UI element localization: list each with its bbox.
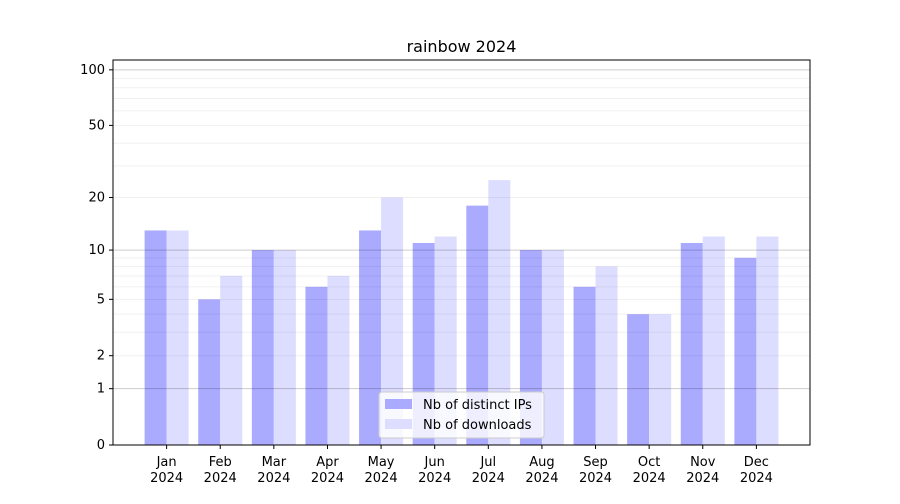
bar-ips: [573, 286, 596, 445]
legend-swatch: [385, 399, 412, 409]
x-tick-label: Dec 2024: [740, 455, 773, 486]
bar-downloads: [541, 250, 564, 445]
bar-ips: [359, 230, 382, 445]
legend-label: Nb of downloads: [423, 418, 532, 433]
chart-title: rainbow 2024: [407, 37, 517, 56]
legend-box: [378, 391, 545, 439]
x-tick-label: May 2024: [365, 455, 398, 486]
x-tick-label: Apr 2024: [311, 455, 344, 486]
bar-downloads: [327, 275, 350, 445]
x-tick-label: Feb 2024: [204, 455, 237, 486]
bar-downloads: [649, 314, 672, 445]
x-tick-label: Oct 2024: [633, 455, 666, 486]
bar-ips: [627, 314, 650, 445]
y-tick-label: 20: [88, 191, 105, 206]
bar-ips: [144, 230, 167, 445]
bar-downloads: [488, 180, 511, 445]
x-tick-label: Aug 2024: [525, 455, 558, 486]
legend-label: Nb of distinct IPs: [423, 398, 532, 413]
legend-swatch: [385, 419, 412, 429]
bar-ips: [251, 250, 274, 445]
y-tick-label: 1: [97, 382, 105, 397]
y-tick-label: 50: [88, 118, 105, 133]
bar-ips: [198, 299, 221, 445]
bar-ips: [466, 205, 489, 445]
x-tick-label: Sep 2024: [579, 455, 612, 486]
y-tick-label: 0: [97, 438, 105, 453]
y-tick-label: 2: [97, 349, 105, 364]
bar-downloads: [381, 197, 404, 445]
x-tick-label: Jan 2024: [150, 455, 183, 486]
bar-downloads: [220, 275, 243, 445]
y-tick-label: 5: [97, 292, 105, 307]
bar-downloads: [595, 266, 618, 445]
x-tick-label: Jun 2024: [418, 455, 451, 486]
y-tick-label: 100: [80, 63, 105, 78]
y-tick-label: 10: [88, 243, 105, 258]
bar-ips: [734, 257, 757, 445]
bar-ips: [305, 286, 328, 445]
bar-downloads: [702, 236, 725, 445]
bar-downloads: [756, 236, 779, 445]
bar-downloads: [273, 250, 296, 445]
x-tick-label: Jul 2024: [472, 455, 505, 486]
x-tick-label: Mar 2024: [257, 455, 290, 486]
x-tick-label: Nov 2024: [686, 455, 719, 486]
plot-frame: [112, 59, 811, 446]
bar-downloads: [166, 230, 189, 445]
bar-ips: [680, 243, 703, 445]
